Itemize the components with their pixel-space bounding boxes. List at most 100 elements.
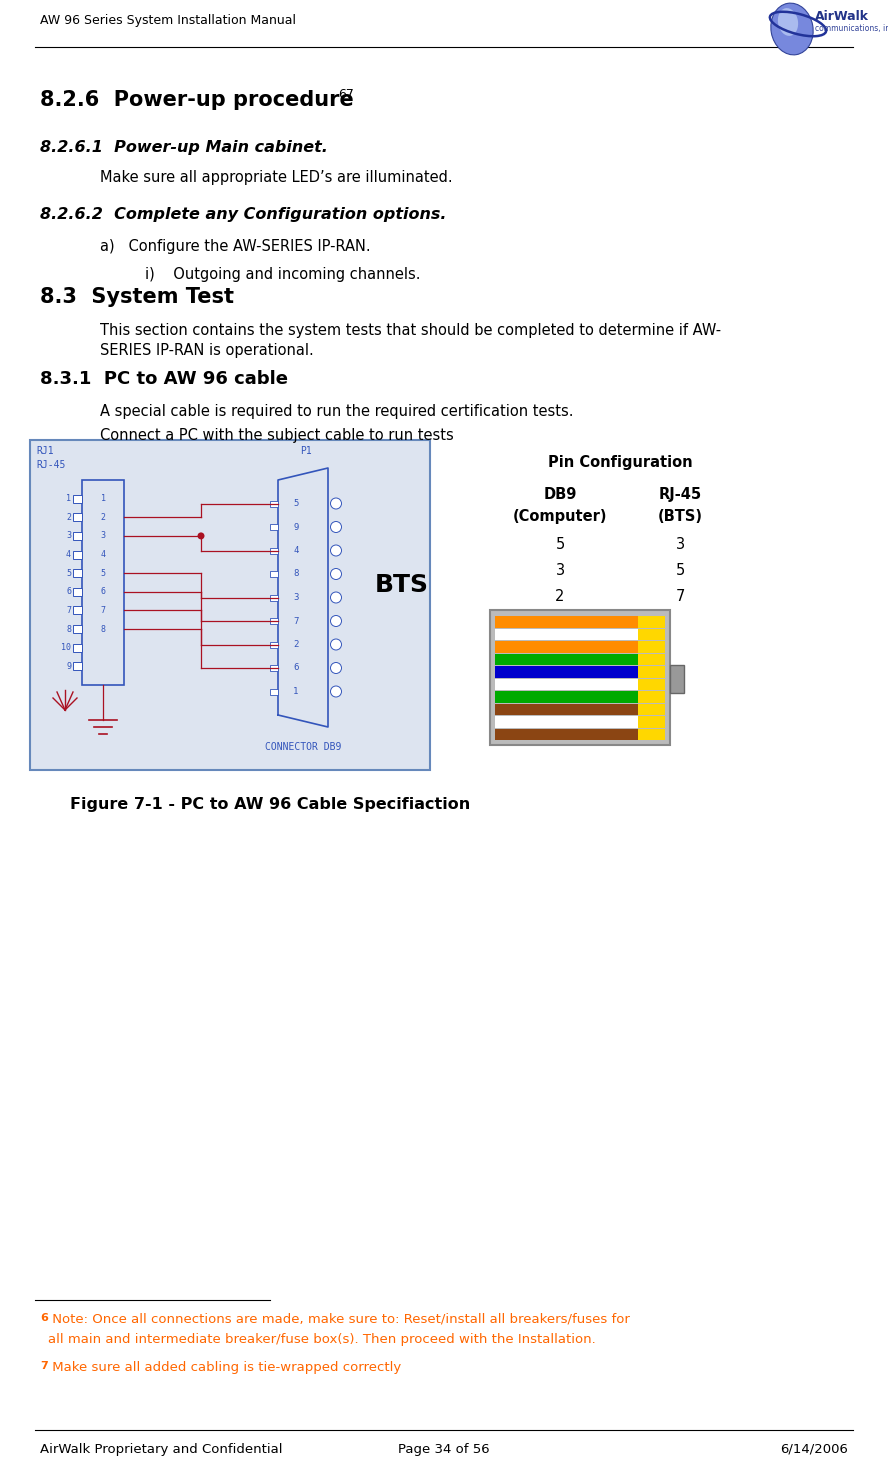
Bar — [270, 689, 278, 695]
Circle shape — [197, 532, 204, 540]
Bar — [638, 690, 665, 702]
Bar — [73, 662, 82, 670]
Text: a)   Configure the AW-SERIES IP-RAN.: a) Configure the AW-SERIES IP-RAN. — [100, 239, 370, 254]
Bar — [490, 611, 670, 745]
Bar — [638, 617, 665, 627]
Text: 8: 8 — [293, 569, 298, 578]
Text: DB9: DB9 — [543, 487, 576, 502]
Text: Pin Configuration: Pin Configuration — [548, 454, 693, 471]
Bar — [495, 642, 640, 652]
Text: 7: 7 — [100, 606, 106, 615]
Bar — [495, 667, 640, 677]
Bar — [73, 589, 82, 596]
Bar — [495, 690, 640, 702]
Text: AirWalk Proprietary and Confidential: AirWalk Proprietary and Confidential — [40, 1443, 282, 1456]
Bar — [638, 715, 665, 727]
Ellipse shape — [771, 3, 813, 55]
Circle shape — [330, 686, 342, 698]
Text: This section contains the system tests that should be completed to determine if : This section contains the system tests t… — [100, 323, 721, 338]
Bar — [638, 678, 665, 690]
Bar — [73, 606, 82, 615]
Bar — [270, 547, 278, 553]
Ellipse shape — [778, 7, 798, 35]
Text: 4: 4 — [293, 546, 298, 555]
Bar — [638, 642, 665, 652]
Bar — [270, 500, 278, 506]
Bar — [638, 653, 665, 665]
Bar — [270, 618, 278, 624]
Text: 8.2.6.1  Power-up Main cabinet.: 8.2.6.1 Power-up Main cabinet. — [40, 140, 328, 155]
Text: Figure 7-1 - PC to AW 96 Cable Specifiaction: Figure 7-1 - PC to AW 96 Cable Specifiac… — [70, 796, 470, 813]
Text: 8.2.6.2  Complete any Configuration options.: 8.2.6.2 Complete any Configuration optio… — [40, 207, 447, 223]
Text: 1: 1 — [100, 494, 106, 503]
Bar — [495, 628, 640, 640]
Text: 6/14/2006: 6/14/2006 — [781, 1443, 848, 1456]
Bar — [638, 667, 665, 677]
Text: RJ1: RJ1 — [36, 445, 53, 456]
Circle shape — [330, 568, 342, 580]
Text: 3: 3 — [293, 593, 298, 602]
Text: 1: 1 — [293, 687, 298, 696]
Text: 3: 3 — [66, 531, 71, 540]
Text: 2: 2 — [100, 513, 106, 522]
Text: 8: 8 — [66, 624, 71, 634]
Text: 3: 3 — [676, 537, 685, 552]
Bar — [495, 678, 640, 690]
Bar — [638, 729, 665, 740]
Bar — [73, 513, 82, 521]
Text: Connect a PC with the subject cable to run tests: Connect a PC with the subject cable to r… — [100, 428, 454, 442]
Text: 7: 7 — [66, 606, 71, 615]
Text: 7: 7 — [40, 1361, 48, 1370]
Bar — [73, 532, 82, 540]
Bar — [270, 524, 278, 530]
Bar — [495, 617, 640, 627]
Text: 4: 4 — [66, 550, 71, 559]
Text: 8.3.1  PC to AW 96 cable: 8.3.1 PC to AW 96 cable — [40, 370, 288, 388]
Text: 3: 3 — [100, 531, 106, 540]
Text: all main and intermediate breaker/fuse box(s). Then proceed with the Installatio: all main and intermediate breaker/fuse b… — [48, 1333, 596, 1347]
Text: 5: 5 — [555, 537, 565, 552]
Bar — [73, 643, 82, 652]
Text: 6: 6 — [100, 587, 106, 596]
Circle shape — [330, 499, 342, 509]
Bar — [82, 479, 124, 684]
Text: 7: 7 — [675, 589, 685, 603]
Text: A special cable is required to run the required certification tests.: A special cable is required to run the r… — [100, 404, 574, 419]
Text: Make sure all added cabling is tie-wrapped correctly: Make sure all added cabling is tie-wrapp… — [48, 1361, 401, 1375]
Bar — [270, 665, 278, 671]
Text: (Computer): (Computer) — [512, 509, 607, 524]
Bar — [495, 704, 640, 715]
Text: RJ-45: RJ-45 — [658, 487, 702, 502]
Text: P1: P1 — [300, 445, 312, 456]
Text: 10: 10 — [61, 643, 71, 652]
Text: 2: 2 — [555, 589, 565, 603]
Text: 1: 1 — [66, 494, 71, 503]
Text: 9: 9 — [293, 522, 298, 531]
Text: 8.3  System Test: 8.3 System Test — [40, 288, 234, 307]
Bar — [270, 594, 278, 600]
Bar — [73, 550, 82, 559]
Text: 5: 5 — [66, 569, 71, 578]
Text: RJ-45: RJ-45 — [36, 460, 66, 471]
Bar — [270, 642, 278, 648]
Bar — [30, 440, 430, 770]
Bar — [638, 704, 665, 715]
Text: 8: 8 — [100, 624, 106, 634]
Text: 6: 6 — [66, 587, 71, 596]
Text: CONNECTOR DB9: CONNECTOR DB9 — [265, 742, 341, 752]
Bar — [495, 729, 640, 740]
Bar — [495, 715, 640, 727]
Text: 5: 5 — [676, 563, 685, 578]
Text: 6: 6 — [40, 1313, 48, 1323]
Text: 7: 7 — [293, 617, 298, 625]
Circle shape — [330, 662, 342, 674]
Bar — [670, 665, 684, 693]
Circle shape — [330, 544, 342, 556]
Text: 2: 2 — [66, 513, 71, 522]
Text: SERIES IP-RAN is operational.: SERIES IP-RAN is operational. — [100, 344, 313, 358]
Circle shape — [330, 522, 342, 532]
Text: 5: 5 — [293, 499, 298, 507]
Text: communications, inc.: communications, inc. — [815, 25, 888, 34]
Text: 5: 5 — [100, 569, 106, 578]
Text: AW 96 Series System Installation Manual: AW 96 Series System Installation Manual — [40, 13, 296, 27]
